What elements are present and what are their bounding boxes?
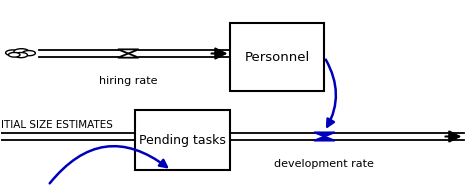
Polygon shape bbox=[118, 54, 139, 58]
Text: development rate: development rate bbox=[274, 159, 374, 169]
Polygon shape bbox=[314, 132, 335, 136]
Circle shape bbox=[14, 49, 29, 55]
Circle shape bbox=[9, 52, 20, 57]
Circle shape bbox=[6, 50, 20, 56]
Text: Pending tasks: Pending tasks bbox=[139, 134, 226, 147]
Polygon shape bbox=[118, 49, 139, 54]
FancyBboxPatch shape bbox=[230, 23, 324, 91]
Circle shape bbox=[15, 52, 27, 58]
Text: ITIAL SIZE ESTIMATES: ITIAL SIZE ESTIMATES bbox=[0, 120, 112, 130]
FancyBboxPatch shape bbox=[136, 110, 230, 170]
FancyArrowPatch shape bbox=[326, 60, 336, 127]
Polygon shape bbox=[314, 136, 335, 141]
Text: hiring rate: hiring rate bbox=[99, 76, 157, 86]
Text: Personnel: Personnel bbox=[245, 51, 310, 64]
FancyArrowPatch shape bbox=[50, 146, 167, 183]
Circle shape bbox=[22, 51, 36, 56]
